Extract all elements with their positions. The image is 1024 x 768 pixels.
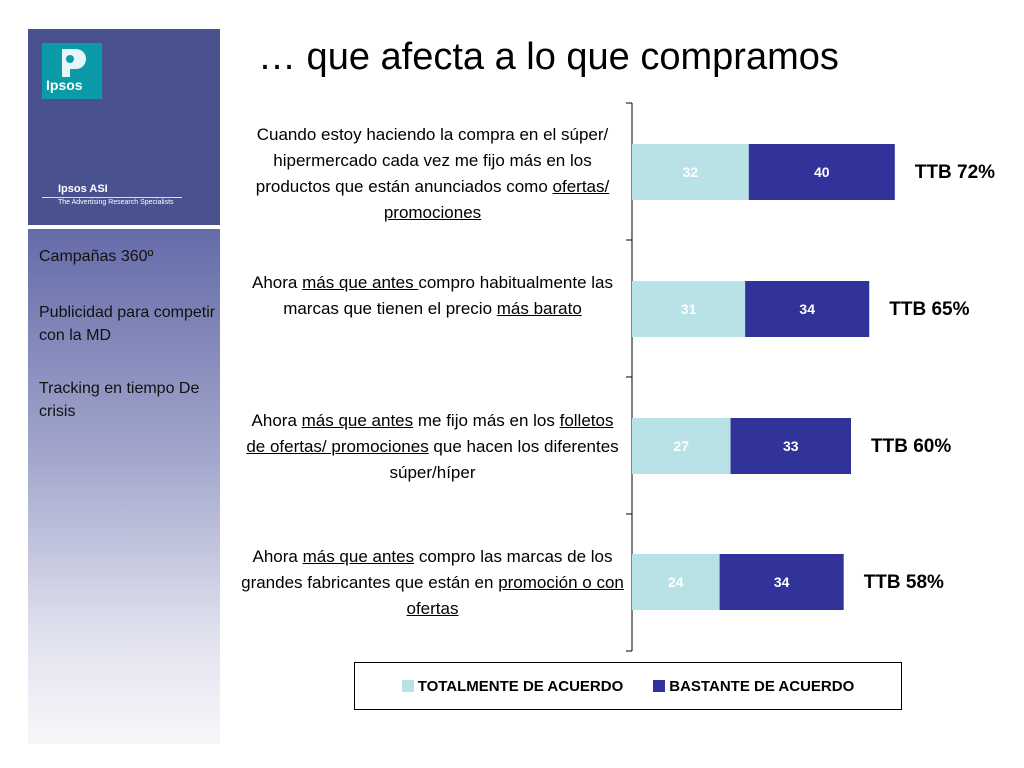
brand-divider bbox=[42, 197, 182, 198]
chart-legend: TOTALMENTE DE ACUERDO BASTANTE DE ACUERD… bbox=[354, 662, 902, 710]
ttb-label-3: TTB 60% bbox=[871, 436, 951, 457]
legend-swatch-bastante bbox=[653, 680, 666, 692]
bar-bastante-1 bbox=[748, 144, 895, 200]
bar-value-label-bastante-4: 34 bbox=[774, 574, 790, 590]
statement-2-part-3: compro habitualmente las marcas que tien… bbox=[283, 273, 613, 318]
statement-2: Ahora más que antes compro habitualmente… bbox=[240, 270, 625, 322]
statement-3: Ahora más que antes me fijo más en los f… bbox=[240, 408, 625, 486]
statement-3-part-4: folletos de ofertas/ promociones bbox=[246, 411, 614, 456]
sidebar-item-campanas: Campañas 360º bbox=[39, 248, 154, 265]
ttb-label-2: TTB 65% bbox=[889, 299, 969, 320]
statement-4: Ahora más que antes compro las marcas de… bbox=[240, 544, 625, 622]
bar-value-label-bastante-3: 33 bbox=[783, 438, 799, 454]
bar-value-label-totalmente-4: 24 bbox=[668, 574, 684, 590]
ttb-label-4: TTB 58% bbox=[864, 572, 944, 593]
bar-totalmente-4 bbox=[632, 554, 720, 610]
bar-totalmente-2 bbox=[632, 281, 746, 337]
sidebar-item-publicidad: Publicidad para competir con la MD bbox=[39, 304, 216, 344]
logo-text: Ipsos bbox=[46, 77, 83, 93]
bar-value-label-bastante-2: 34 bbox=[799, 301, 815, 317]
bar-bastante-4 bbox=[719, 554, 844, 610]
sidebar-topics-panel: Campañas 360º Publicidad para competir c… bbox=[28, 229, 220, 744]
statement-4-part-4: promoción o con ofertas bbox=[406, 573, 624, 618]
statement-3-part-5: que hacen los diferentes súper/híper bbox=[389, 437, 619, 482]
bar-value-label-totalmente-2: 31 bbox=[681, 301, 697, 317]
bar-value-label-bastante-1: 40 bbox=[814, 164, 830, 180]
statement-1: Cuando estoy haciendo la compra en el sú… bbox=[240, 122, 625, 226]
ttb-label-1: TTB 72% bbox=[915, 162, 995, 183]
sidebar-item-tracking: Tracking en tiempo De crisis bbox=[39, 380, 200, 420]
statement-4-part-3: compro las marcas de los grandes fabrica… bbox=[241, 547, 613, 592]
brand-name: Ipsos ASI bbox=[58, 183, 108, 195]
bar-bastante-2 bbox=[745, 281, 870, 337]
statement-1-part-1: Cuando estoy haciendo la compra en el sú… bbox=[255, 125, 609, 196]
page-title: … que afecta a lo que compramos bbox=[258, 36, 839, 78]
statement-3-part-3: me fijo más en los bbox=[413, 411, 560, 430]
statement-4-part-1: Ahora bbox=[252, 547, 303, 566]
statement-1-part-2: ofertas/ promociones bbox=[383, 177, 610, 222]
bar-bastante-3 bbox=[730, 418, 851, 474]
legend-item-bastante: BASTANTE DE ACUERDO bbox=[653, 678, 854, 695]
ipsos-logo: Ipsos bbox=[42, 43, 102, 99]
brand-tagline: The Advertising Research Specialists bbox=[58, 199, 174, 206]
statement-2-part-2: más que antes bbox=[302, 273, 419, 292]
legend-item-totalmente: TOTALMENTE DE ACUERDO bbox=[401, 677, 624, 695]
bar-value-label-totalmente-1: 32 bbox=[683, 164, 699, 180]
sidebar-brand-panel: Ipsos Ipsos ASI The Advertising Research… bbox=[28, 29, 220, 225]
statement-3-part-2: más que antes bbox=[301, 411, 414, 430]
ipsos-logo-mark-icon bbox=[62, 49, 86, 77]
bar-totalmente-1 bbox=[632, 144, 749, 200]
bar-totalmente-3 bbox=[632, 418, 731, 474]
bar-value-label-totalmente-3: 27 bbox=[673, 438, 689, 454]
statement-3-part-1: Ahora bbox=[251, 411, 302, 430]
statement-4-part-2: más que antes bbox=[302, 547, 415, 566]
legend-label-totalmente: TOTALMENTE DE ACUERDO bbox=[417, 677, 624, 695]
legend-label-bastante: BASTANTE DE ACUERDO bbox=[669, 677, 855, 695]
statement-2-part-4: más barato bbox=[496, 299, 582, 318]
statement-2-part-1: Ahora bbox=[251, 273, 303, 292]
legend-swatch-totalmente bbox=[401, 680, 414, 692]
